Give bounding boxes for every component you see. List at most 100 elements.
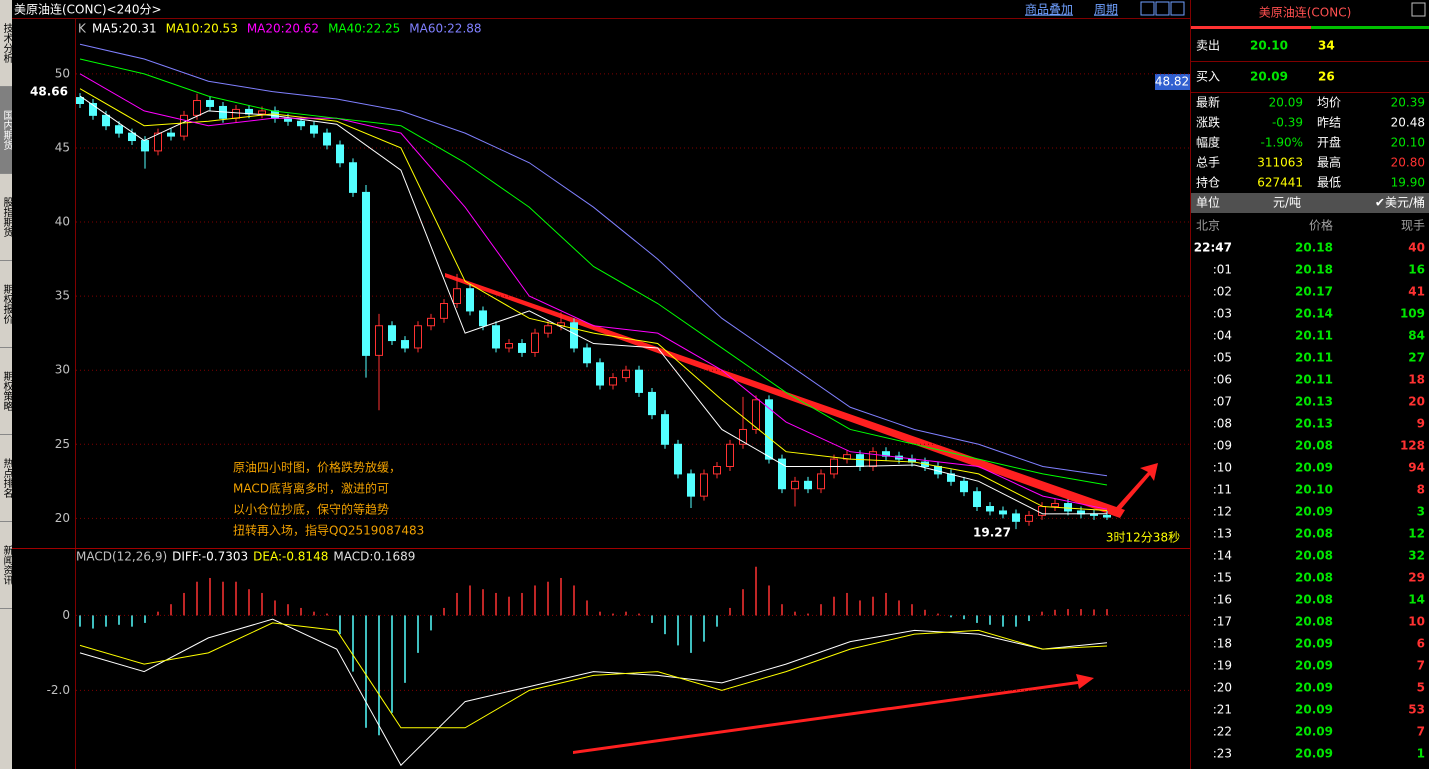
tick-price: 20.13 bbox=[1295, 417, 1333, 431]
link-period[interactable]: 周期 bbox=[1094, 3, 1118, 17]
candle-body bbox=[544, 325, 552, 334]
side-tab[interactable]: 热点排名 bbox=[0, 435, 12, 522]
candle-body bbox=[648, 391, 656, 416]
candle-body bbox=[453, 288, 461, 305]
quote-title: 美原油连(CONC) bbox=[1259, 5, 1352, 20]
y-tick-label: 30 bbox=[55, 363, 70, 377]
tick-time: :18 bbox=[1213, 637, 1232, 651]
candle-body bbox=[141, 140, 149, 152]
candle-body bbox=[102, 114, 110, 127]
y-tick-label: 25 bbox=[55, 437, 70, 451]
candle-body bbox=[739, 428, 747, 445]
y-tick-label: 20 bbox=[55, 511, 70, 525]
annotation-line: 以小仓位抄底，保守的等趋势 bbox=[233, 502, 389, 517]
stat-value: 311063 bbox=[1257, 156, 1303, 170]
tick-time: :14 bbox=[1213, 549, 1232, 563]
stat-value: -1.90% bbox=[1261, 136, 1303, 150]
tick-price: 20.11 bbox=[1295, 373, 1333, 387]
tick-volume: 16 bbox=[1408, 263, 1425, 277]
tick-price: 20.09 bbox=[1295, 725, 1333, 739]
candle-body bbox=[401, 340, 409, 349]
link-overlay[interactable]: 商品叠加 bbox=[1025, 2, 1073, 17]
unit-left[interactable]: 元/吨 bbox=[1273, 196, 1301, 210]
sell-price: 20.10 bbox=[1250, 39, 1288, 53]
candle-body bbox=[206, 100, 214, 107]
stat-value: 627441 bbox=[1257, 176, 1303, 190]
stat-value: 20.09 bbox=[1269, 96, 1303, 110]
candle-body bbox=[999, 510, 1007, 515]
annotation: 原油四小时图，价格跌势放缓， MACD底背离多时，激进的可以小仓位抄底，保守的等趋… bbox=[233, 460, 424, 538]
candle-body bbox=[297, 120, 305, 127]
candle-body bbox=[1103, 514, 1111, 518]
tick-time: :11 bbox=[1213, 483, 1232, 497]
button-left[interactable] bbox=[1140, 1, 1155, 16]
button-right[interactable] bbox=[1155, 1, 1170, 16]
candle-body bbox=[687, 473, 695, 497]
buy-label: 买入 bbox=[1196, 70, 1220, 84]
candle-body bbox=[258, 110, 266, 115]
tick-volume: 5 bbox=[1417, 681, 1425, 695]
stat-label: 涨跌 bbox=[1196, 115, 1220, 130]
bar-green bbox=[1311, 26, 1429, 29]
y-tick-label: 45 bbox=[55, 140, 70, 154]
annotation-line: 扭转再入场，指导QQ2519087483 bbox=[233, 523, 424, 538]
tick-time: :10 bbox=[1213, 461, 1232, 475]
tick-time: :13 bbox=[1213, 527, 1232, 541]
candle-body bbox=[609, 377, 617, 386]
side-tab[interactable]: 技术分析 bbox=[0, 0, 12, 87]
tick-volume: 7 bbox=[1417, 659, 1425, 673]
indicator-line bbox=[79, 73, 1108, 510]
candle-body bbox=[232, 108, 240, 119]
unit-right[interactable]: ✔美元/桶 bbox=[1375, 195, 1425, 210]
candle-body bbox=[596, 362, 604, 386]
candle-body bbox=[492, 325, 500, 349]
tick-time: :22 bbox=[1213, 725, 1232, 739]
indicator-label: DEA:-0.8148 bbox=[253, 550, 328, 564]
y-tick-label: 40 bbox=[55, 215, 70, 229]
tick-volume: 53 bbox=[1408, 703, 1425, 717]
legend-entry: MA20:20.62 bbox=[247, 22, 319, 36]
arrow-up bbox=[1112, 463, 1158, 515]
side-tab[interactable]: 新闻资讯 bbox=[0, 522, 12, 609]
candle-body bbox=[674, 443, 682, 475]
side-tab[interactable]: 期权报价 bbox=[0, 261, 12, 348]
quote-icon[interactable] bbox=[1411, 2, 1426, 17]
tick-volume: 1 bbox=[1417, 747, 1425, 761]
candle-body bbox=[362, 191, 370, 356]
annotation-line: 原油四小时图，价格跌势放缓， bbox=[233, 460, 401, 475]
pane-header: K bbox=[78, 22, 87, 36]
legend-entry: MA5:20.31 bbox=[92, 22, 157, 36]
stat-label: 最低 bbox=[1317, 176, 1341, 190]
tick-price: 20.11 bbox=[1295, 351, 1333, 365]
tick-price: 20.13 bbox=[1295, 395, 1333, 409]
candle-body bbox=[388, 325, 396, 342]
trend-arrow bbox=[445, 273, 1125, 518]
tick-volume: 8 bbox=[1417, 483, 1425, 497]
tick-time: :08 bbox=[1213, 417, 1232, 431]
side-tab[interactable]: 国内期货 bbox=[0, 87, 12, 174]
candle-body bbox=[128, 132, 136, 142]
candle-body bbox=[336, 144, 344, 164]
indicator-line bbox=[79, 88, 1108, 512]
candle-body bbox=[1051, 503, 1059, 508]
side-tab[interactable]: 股指期货 bbox=[0, 174, 12, 261]
tick-volume: 32 bbox=[1408, 549, 1425, 563]
indicator-line bbox=[79, 95, 1108, 515]
tick-volume: 40 bbox=[1408, 241, 1425, 255]
candle-body bbox=[310, 125, 318, 134]
tick-volume: 29 bbox=[1408, 571, 1425, 585]
tick-header: 现手 bbox=[1401, 219, 1425, 233]
chart-title: 美原油连(CONC)<240分> bbox=[14, 2, 162, 17]
legend-entry: MA10:20.53 bbox=[166, 22, 238, 36]
tick-time: :12 bbox=[1213, 505, 1232, 519]
candle-body bbox=[726, 443, 734, 468]
candle-body bbox=[89, 102, 97, 116]
cursor-price-box bbox=[1155, 74, 1190, 90]
side-tab[interactable]: 期权策略 bbox=[0, 348, 12, 435]
candle-body bbox=[765, 399, 773, 460]
stat-label: 开盘 bbox=[1317, 135, 1341, 150]
legend-entry: MA40:22.25 bbox=[328, 22, 400, 36]
button-max[interactable] bbox=[1170, 1, 1185, 16]
tick-volume: 9 bbox=[1417, 417, 1425, 431]
sell-label: 卖出 bbox=[1196, 39, 1220, 53]
